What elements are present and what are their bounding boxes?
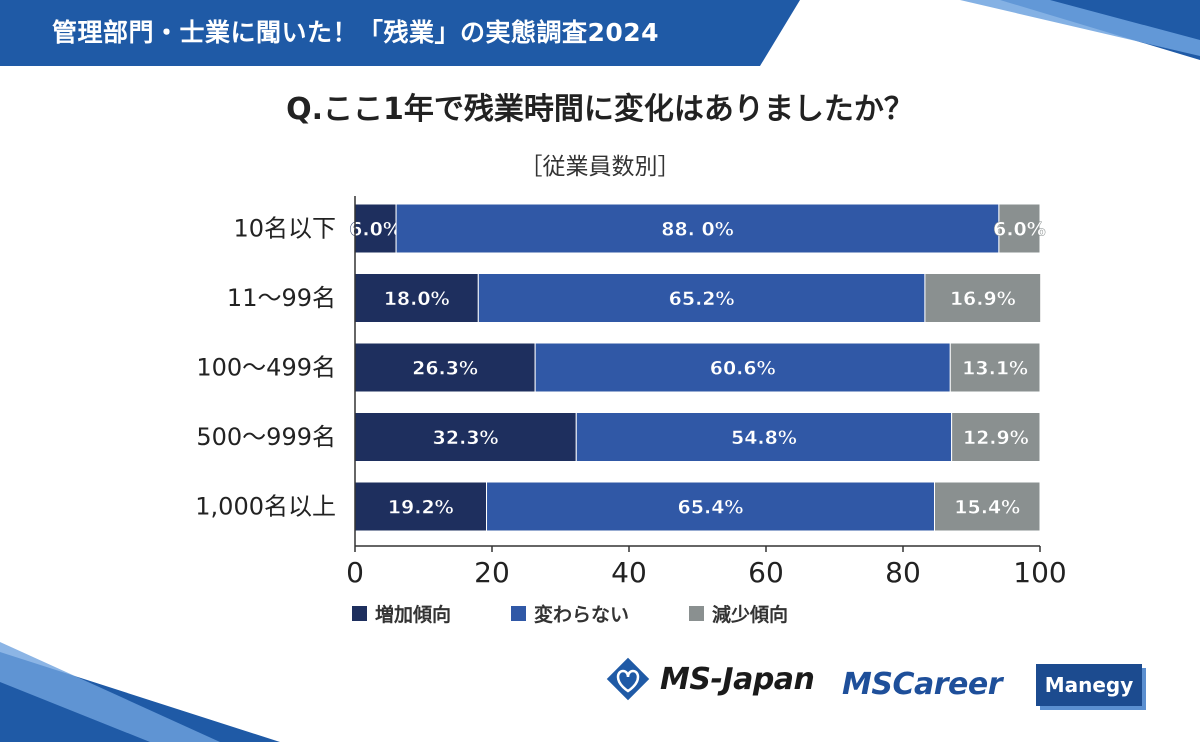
ms-career-logo: MSCareer: [842, 667, 1003, 702]
bar-segment: [951, 412, 1041, 462]
bar-segment: [354, 412, 577, 462]
legend-label-decrease: 減少傾向: [712, 604, 789, 626]
top-right-decoration: [960, 0, 1200, 60]
legend-swatch-decrease: [689, 606, 705, 621]
x-tick-label: 40: [611, 556, 647, 589]
legend-label-increase: 増加傾向: [375, 604, 452, 626]
bar-segment: [998, 203, 1041, 254]
data-label: 88. 0%: [661, 219, 734, 241]
data-label: 65.2%: [669, 288, 735, 310]
bar-segment: [354, 342, 536, 393]
data-label: 18.0%: [384, 288, 450, 310]
data-label: 6.0%: [993, 219, 1046, 241]
x-tick-label: 0: [346, 556, 364, 589]
data-label: 19.2%: [388, 497, 454, 519]
stacked-bar-chart: 10名以下 6.0% 88. 0% 6.0% 11～99名 18.0% 65.2% 16.9%…: [195, 196, 1067, 589]
header-title: 管理部門・士業に聞いた！「残業」の実態調査2024: [52, 18, 660, 47]
chart-subtitle: ［従業員数別］: [519, 154, 681, 180]
data-label: 12.9%: [963, 427, 1029, 449]
bar-segment: [949, 342, 1041, 393]
ms-japan-logo: MS-Japan: [604, 655, 815, 703]
category-label: 100～499名: [196, 354, 336, 382]
bar-segment: [354, 273, 479, 323]
data-label: 65.4%: [678, 497, 744, 519]
category-label: 500～999名: [196, 423, 336, 451]
data-label: 13.1%: [962, 358, 1028, 380]
x-tick-label: 20: [474, 556, 510, 589]
x-tick-label: 100: [1013, 556, 1066, 589]
chart-legend: 増加傾向 変わらない 減少傾向: [352, 600, 848, 627]
bar-segment: [924, 273, 1042, 323]
question-title: Q.ここ1年で残業時間に変化はありましたか？: [286, 92, 914, 127]
legend-item-unchanged: 変わらない: [511, 600, 629, 627]
legend-swatch-unchanged: [511, 606, 527, 621]
x-tick-label: 60: [748, 556, 784, 589]
ms-japan-logo-text: MS-Japan: [660, 661, 815, 697]
bar-segment: [354, 481, 488, 532]
legend-label-unchanged: 変わらない: [534, 604, 630, 626]
data-label: 16.9%: [950, 288, 1016, 310]
legend-item-decrease: 減少傾向: [689, 600, 788, 627]
data-label: 54.8%: [731, 427, 797, 449]
data-label: 60.6%: [710, 358, 776, 380]
legend-item-increase: 増加傾向: [352, 600, 451, 627]
data-label: 6.0%: [349, 219, 402, 241]
x-tick-label: 80: [885, 556, 921, 589]
category-label: 1,000名以上: [195, 493, 336, 521]
legend-swatch-increase: [352, 606, 367, 621]
data-label: 32.3%: [433, 427, 499, 449]
ms-japan-emblem-icon: [606, 657, 650, 701]
bottom-left-decoration: [0, 642, 280, 742]
manegy-logo: Manegy: [1036, 664, 1142, 706]
bar-segment: [934, 481, 1041, 532]
data-label: 15.4%: [954, 497, 1020, 519]
data-label: 26.3%: [412, 358, 478, 380]
bar-segment: [575, 412, 953, 462]
category-label: 10名以下: [233, 215, 336, 243]
category-label: 11～99名: [227, 284, 336, 312]
bar-segment: [477, 273, 926, 323]
header-band: [0, 0, 800, 66]
bar-segment: [486, 481, 936, 532]
